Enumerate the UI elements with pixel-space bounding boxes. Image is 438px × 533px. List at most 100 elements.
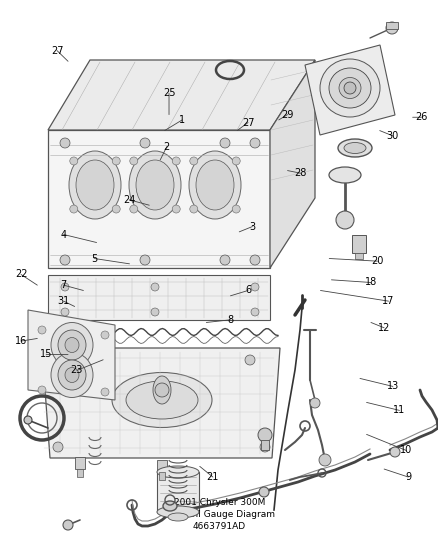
Ellipse shape <box>157 506 198 518</box>
Ellipse shape <box>338 77 360 99</box>
Ellipse shape <box>157 466 198 478</box>
Polygon shape <box>304 45 394 135</box>
Text: 26: 26 <box>414 112 427 122</box>
Circle shape <box>61 308 69 316</box>
Ellipse shape <box>58 330 86 360</box>
Ellipse shape <box>343 142 365 154</box>
Text: 2001 Chrysler 300M
Tube-Oil Gauge Diagram
4663791AD: 2001 Chrysler 300M Tube-Oil Gauge Diagra… <box>164 498 274 531</box>
Ellipse shape <box>195 160 233 210</box>
Text: 8: 8 <box>227 315 233 325</box>
Circle shape <box>389 447 399 457</box>
Circle shape <box>219 138 230 148</box>
Text: 11: 11 <box>392 406 405 415</box>
Ellipse shape <box>153 376 171 404</box>
Circle shape <box>112 205 120 213</box>
Circle shape <box>130 157 138 165</box>
Ellipse shape <box>129 151 180 219</box>
Ellipse shape <box>58 360 86 390</box>
Circle shape <box>189 157 198 165</box>
Circle shape <box>335 211 353 229</box>
Text: 7: 7 <box>60 280 67 290</box>
Ellipse shape <box>51 352 93 398</box>
Circle shape <box>343 82 355 94</box>
Bar <box>75 457 85 469</box>
Circle shape <box>63 520 73 530</box>
Circle shape <box>258 487 268 497</box>
Circle shape <box>232 205 240 213</box>
Ellipse shape <box>168 513 187 521</box>
Bar <box>159 472 165 480</box>
Circle shape <box>258 428 272 442</box>
Text: 4: 4 <box>60 230 67 239</box>
Bar <box>157 460 166 472</box>
Bar <box>261 440 268 450</box>
Text: 27: 27 <box>241 118 254 127</box>
Ellipse shape <box>69 151 121 219</box>
Circle shape <box>70 157 78 165</box>
Circle shape <box>172 205 180 213</box>
Ellipse shape <box>65 337 79 352</box>
Polygon shape <box>28 310 115 400</box>
Circle shape <box>251 283 258 291</box>
Circle shape <box>219 255 230 265</box>
Ellipse shape <box>337 139 371 157</box>
Ellipse shape <box>328 68 370 108</box>
Circle shape <box>251 308 258 316</box>
Circle shape <box>259 442 269 452</box>
Text: 13: 13 <box>386 382 398 391</box>
Circle shape <box>53 442 63 452</box>
Text: 23: 23 <box>71 366 83 375</box>
Circle shape <box>61 283 69 291</box>
Text: 30: 30 <box>386 131 398 141</box>
Circle shape <box>151 308 159 316</box>
Ellipse shape <box>319 59 379 117</box>
Circle shape <box>140 255 150 265</box>
Ellipse shape <box>328 167 360 183</box>
Ellipse shape <box>162 501 177 511</box>
Text: 22: 22 <box>15 270 27 279</box>
Bar <box>385 22 397 29</box>
Polygon shape <box>48 275 269 320</box>
Text: 3: 3 <box>249 222 255 231</box>
Ellipse shape <box>112 373 212 427</box>
Text: 6: 6 <box>244 286 251 295</box>
Bar <box>351 235 365 253</box>
Text: 5: 5 <box>91 254 97 263</box>
Text: 24: 24 <box>123 195 135 205</box>
Circle shape <box>172 157 180 165</box>
Ellipse shape <box>126 381 198 419</box>
Circle shape <box>249 138 259 148</box>
Text: 17: 17 <box>381 296 394 306</box>
Circle shape <box>38 386 46 394</box>
Text: 20: 20 <box>371 256 383 266</box>
Text: 18: 18 <box>364 278 376 287</box>
Circle shape <box>249 255 259 265</box>
Circle shape <box>101 388 109 396</box>
Circle shape <box>151 283 159 291</box>
Circle shape <box>130 205 138 213</box>
Circle shape <box>24 416 32 424</box>
Text: 12: 12 <box>377 323 389 333</box>
Text: 27: 27 <box>51 46 63 55</box>
Ellipse shape <box>189 151 240 219</box>
Circle shape <box>112 157 120 165</box>
Circle shape <box>101 331 109 339</box>
Text: 16: 16 <box>15 336 27 346</box>
Circle shape <box>155 383 169 397</box>
Circle shape <box>60 138 70 148</box>
Text: 29: 29 <box>281 110 293 119</box>
Ellipse shape <box>65 367 79 383</box>
Circle shape <box>385 22 397 34</box>
Bar <box>354 253 362 259</box>
Text: 2: 2 <box>163 142 170 151</box>
Circle shape <box>244 355 254 365</box>
Bar <box>157 472 198 512</box>
Polygon shape <box>269 60 314 268</box>
Text: 31: 31 <box>57 296 70 306</box>
Text: 10: 10 <box>399 446 411 455</box>
Text: 15: 15 <box>40 350 52 359</box>
Circle shape <box>318 454 330 466</box>
Circle shape <box>189 205 198 213</box>
Ellipse shape <box>136 160 173 210</box>
Circle shape <box>60 255 70 265</box>
